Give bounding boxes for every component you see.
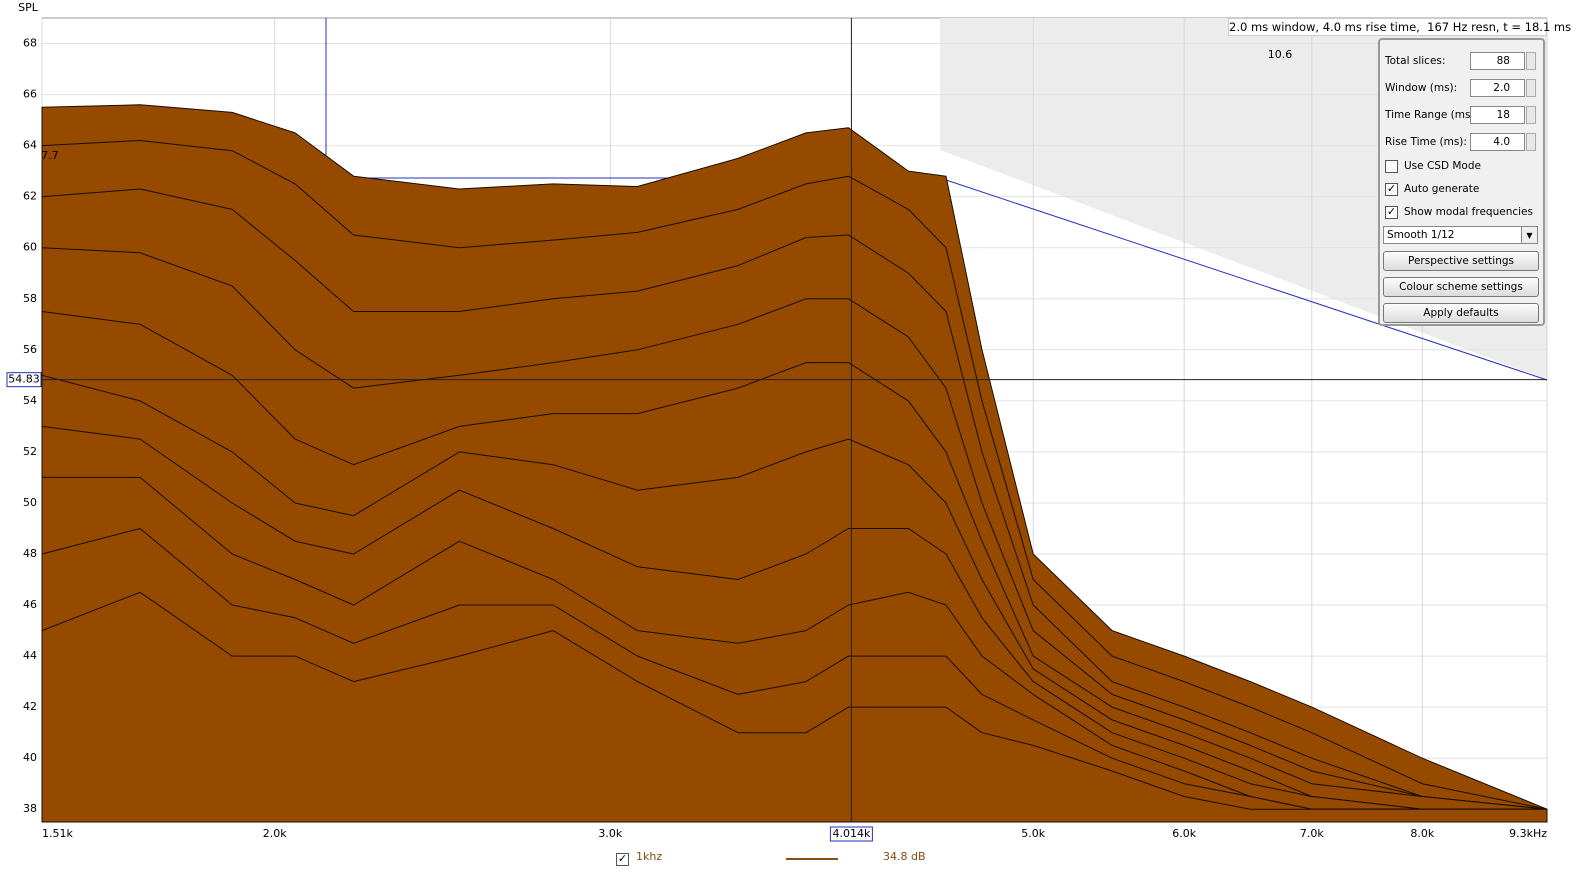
cursor-y-box bbox=[6, 372, 42, 388]
spinner[interactable] bbox=[1526, 133, 1536, 151]
legend-label: 1khz bbox=[636, 850, 663, 863]
x-tick-label: 3.0k bbox=[598, 827, 622, 840]
field-label: Time Range (ms): bbox=[1385, 109, 1479, 121]
slice bbox=[41, 591, 1548, 823]
y-tick-label: 50 bbox=[23, 496, 37, 509]
y-tick-label: 46 bbox=[23, 598, 37, 611]
field-input[interactable]: 4.0 bbox=[1470, 133, 1525, 151]
button[interactable]: Perspective settings bbox=[1383, 251, 1539, 271]
checkbox[interactable] bbox=[1385, 160, 1398, 173]
smoothing-select[interactable]: Smooth 1/12 bbox=[1383, 226, 1538, 244]
x-tick-label: 7.0k bbox=[1300, 827, 1324, 840]
y-tick-label: 58 bbox=[23, 292, 37, 305]
y-tick-label: 60 bbox=[23, 241, 37, 254]
y-axis-label: SPL bbox=[18, 1, 39, 14]
x-tick-label: 8.0k bbox=[1410, 827, 1434, 840]
legend-line bbox=[786, 858, 838, 860]
y-tick-label: 40 bbox=[23, 751, 37, 764]
x-tick-label: 1.51k bbox=[42, 827, 73, 840]
y-tick-label: 62 bbox=[23, 190, 37, 203]
field-label: Total slices: bbox=[1385, 55, 1446, 67]
status-text: 2.0 ms window, 4.0 ms rise time, 167 Hz … bbox=[1228, 18, 1572, 36]
checkbox[interactable] bbox=[1385, 183, 1398, 196]
y-tick-label: 38 bbox=[23, 802, 37, 815]
time-tick-label: 10.6 bbox=[1268, 48, 1293, 61]
perspective-line bbox=[939, 177, 1548, 381]
back-wall bbox=[42, 18, 1547, 380]
x-tick-label: 6.0k bbox=[1172, 827, 1196, 840]
cursor-x-box bbox=[829, 826, 873, 842]
y-tick-label: 66 bbox=[23, 88, 37, 101]
button[interactable]: Apply defaults bbox=[1383, 303, 1539, 323]
cursor-x-label: 4.014k bbox=[832, 827, 870, 840]
spinner[interactable] bbox=[1526, 79, 1536, 97]
settings-panel: Total slices: 88 Window (ms): 2.0 Time Range… bbox=[1378, 38, 1545, 326]
legend-value: 34.8 dB bbox=[883, 850, 926, 863]
checkbox-label: Show modal frequencies bbox=[1404, 206, 1533, 218]
button[interactable]: Colour scheme settings bbox=[1383, 277, 1539, 297]
y-tick-label: 44 bbox=[23, 649, 37, 662]
y-tick-label: 56 bbox=[23, 343, 37, 356]
field-label: Window (ms): bbox=[1385, 82, 1458, 94]
field-input[interactable]: 18 bbox=[1470, 106, 1525, 124]
field-input[interactable]: 2.0 bbox=[1470, 79, 1525, 97]
time-tick-label: 7.7 bbox=[41, 149, 59, 162]
spinner[interactable] bbox=[1526, 106, 1536, 124]
spinner[interactable] bbox=[1526, 52, 1536, 70]
legend-checkbox[interactable] bbox=[616, 850, 629, 866]
cursor-y-label: 54.83 bbox=[8, 373, 40, 386]
x-tick-label: 5.0k bbox=[1021, 827, 1045, 840]
x-tick-label: 9.3kHz bbox=[1509, 827, 1547, 840]
y-tick-label: 68 bbox=[23, 37, 37, 50]
y-tick-label: 48 bbox=[23, 547, 37, 560]
checkbox-label: Auto generate bbox=[1404, 183, 1480, 195]
y-tick-label: 54 bbox=[23, 394, 37, 407]
field-input[interactable]: 88 bbox=[1470, 52, 1525, 70]
checkbox[interactable] bbox=[1385, 206, 1398, 219]
y-tick-label: 42 bbox=[23, 700, 37, 713]
y-tick-label: 64 bbox=[23, 139, 37, 152]
checkbox-label: Use CSD Mode bbox=[1404, 160, 1481, 172]
field-label: Rise Time (ms): bbox=[1385, 136, 1467, 148]
x-tick-label: 2.0k bbox=[263, 827, 287, 840]
y-tick-label: 52 bbox=[23, 445, 37, 458]
